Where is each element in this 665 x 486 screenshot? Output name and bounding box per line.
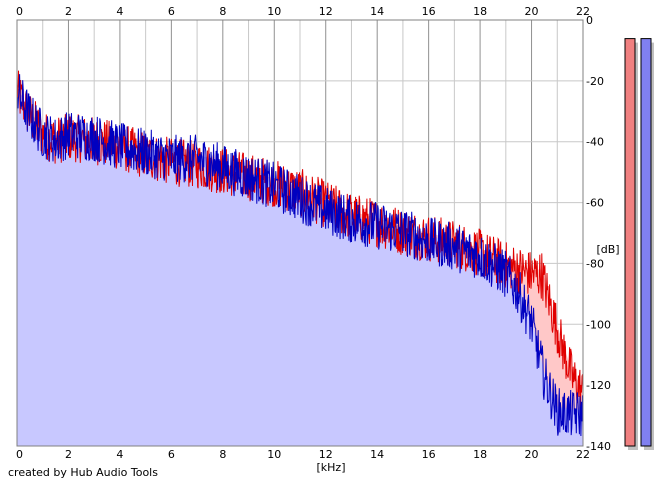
x-tick-label-bottom: 18 [473,448,487,461]
y-axis-label: [dB] [596,243,619,256]
x-tick-label-top: 20 [525,5,539,18]
x-tick-label-bottom: 20 [525,448,539,461]
series-fill-blue [17,86,583,447]
x-tick-label-top: 16 [422,5,436,18]
x-tick-label-bottom: 6 [168,448,175,461]
x-tick-label-top: 8 [219,5,226,18]
x-tick-label-bottom: 2 [65,448,72,461]
x-tick-label-bottom: 22 [576,448,590,461]
x-tick-label-bottom: 16 [422,448,436,461]
x-tick-label-top: 4 [116,5,123,18]
x-tick-labels-bottom: 0 2 4 6 8 10 12 14 16 18 20 22 [16,448,590,461]
x-tick-label-bottom: 0 [16,448,23,461]
level-meter-blue [640,38,652,447]
x-tick-label-top: 18 [473,5,487,18]
x-tick-label-bottom: 12 [319,448,333,461]
x-tick-label-top: 14 [370,5,384,18]
x-tick-label-top: 22 [576,5,590,18]
x-tick-labels-top: 0 2 4 6 8 10 12 14 16 18 20 22 [16,5,590,18]
y-tick-label: -20 [586,75,604,88]
x-tick-label-bottom: 8 [219,448,226,461]
x-tick-label-top: 10 [267,5,281,18]
series-line-blue [16,74,584,437]
spectrum-fills [17,86,583,447]
plot-border [16,19,584,447]
x-tick-label-top: 6 [168,5,175,18]
x-axis-label: [kHz] [317,461,346,474]
y-tick-label: -40 [586,136,604,149]
y-tick-label: -80 [586,257,604,270]
x-tick-label-top: 2 [65,5,72,18]
spectrum-lines [16,70,584,437]
credit-text: created by Hub Audio Tools [8,466,158,479]
x-tick-label-bottom: 4 [116,448,123,461]
x-tick-label-bottom: 14 [370,448,384,461]
level-meter-red [624,38,636,447]
y-tick-label: 0 [586,14,593,27]
y-tick-labels: 0 -20 -40 -60 -80 -100 -120 -140 [586,14,611,453]
y-tick-label: -120 [586,379,611,392]
x-tick-label-bottom: 10 [267,448,281,461]
y-tick-label: -140 [586,440,611,453]
y-tick-label: -100 [586,318,611,331]
y-tick-label: -60 [586,197,604,210]
x-tick-label-top: 0 [16,5,23,18]
level-meters [624,38,654,450]
x-tick-label-top: 12 [319,5,333,18]
